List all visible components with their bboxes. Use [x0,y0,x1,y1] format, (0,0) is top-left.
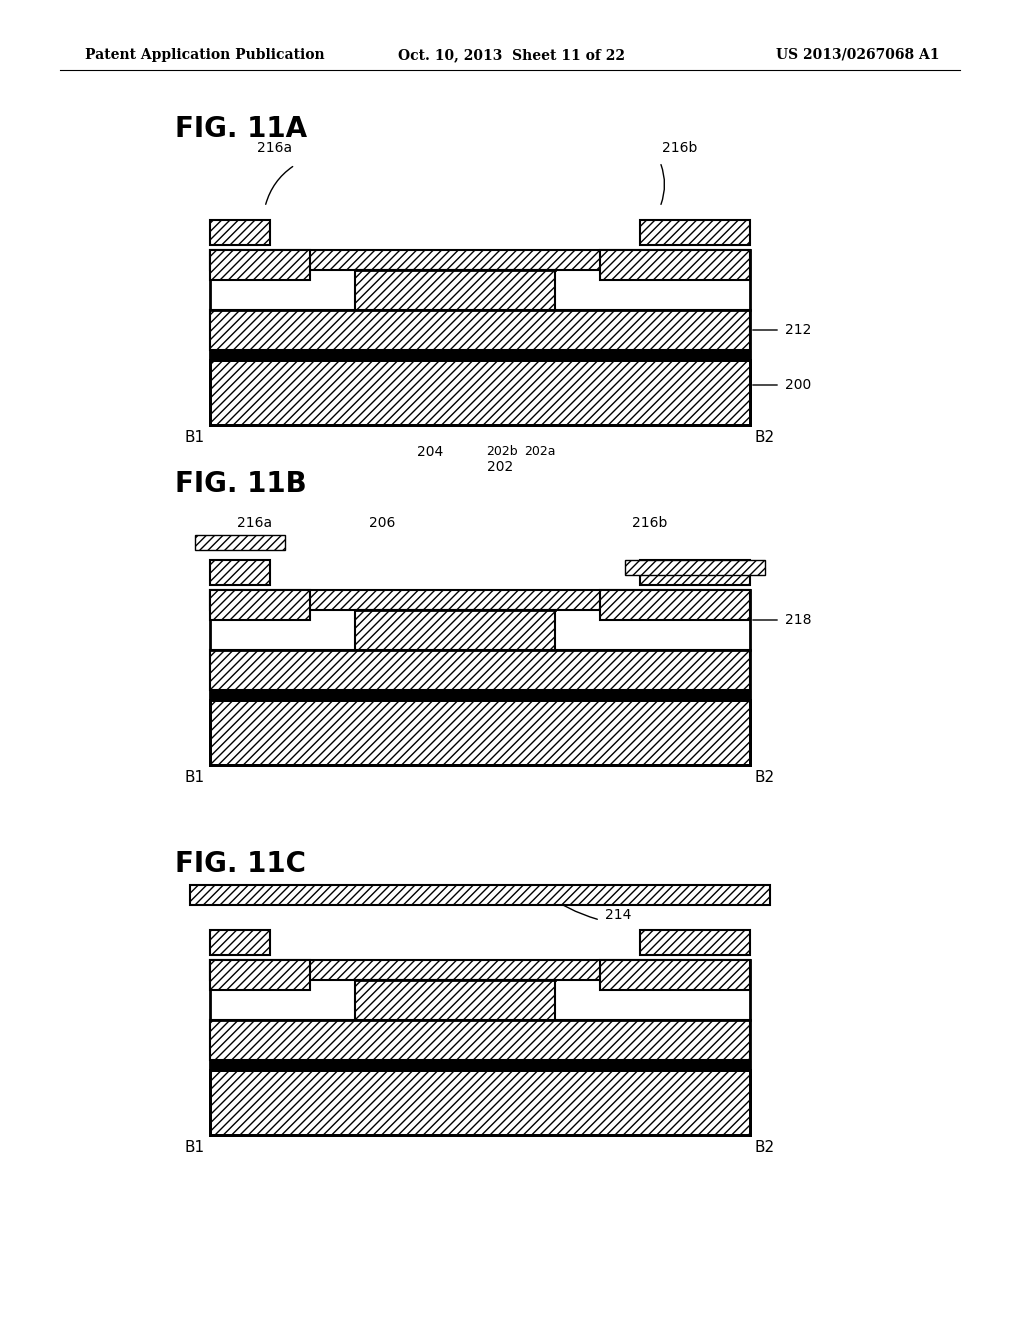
Bar [210,560,270,585]
Bar [210,310,750,350]
Text: 202b: 202b [486,445,518,458]
Bar [210,220,270,246]
Text: B2: B2 [755,1140,775,1155]
Bar [210,1020,750,1060]
Bar [355,271,555,310]
Bar [625,560,765,576]
Bar [210,960,750,979]
Text: 216b: 216b [663,141,697,154]
Text: Patent Application Publication: Patent Application Publication [85,48,325,62]
Bar [210,700,750,766]
Bar [210,249,310,280]
Text: B1: B1 [185,770,205,785]
Text: 218: 218 [785,612,811,627]
Bar [210,590,750,610]
Text: B2: B2 [755,430,775,445]
Bar [210,931,270,954]
Text: 214: 214 [605,908,632,921]
Bar [355,979,555,1020]
Bar [210,649,750,690]
Text: B2: B2 [755,770,775,785]
Bar [210,249,750,271]
Bar [210,350,750,360]
Text: 216b: 216b [632,516,668,531]
Bar [210,960,310,990]
Text: 206: 206 [369,516,395,531]
Bar [210,1071,750,1135]
Bar [195,535,285,550]
Bar [210,1071,750,1135]
Bar [210,360,750,425]
Bar [190,884,770,906]
Text: 204: 204 [417,445,443,459]
Text: FIG. 11A: FIG. 11A [175,115,307,143]
Text: 202: 202 [486,459,513,474]
Text: Oct. 10, 2013  Sheet 11 of 22: Oct. 10, 2013 Sheet 11 of 22 [398,48,626,62]
Text: 216a: 216a [257,141,293,154]
Bar [640,560,750,585]
Bar [600,249,750,280]
Bar [210,590,310,620]
Text: 212: 212 [785,323,811,337]
Text: B1: B1 [185,1140,205,1155]
Bar [355,610,555,649]
Text: US 2013/0267068 A1: US 2013/0267068 A1 [776,48,940,62]
Text: 216a: 216a [238,516,272,531]
Bar [600,590,750,620]
Text: B1: B1 [185,430,205,445]
Bar [600,960,750,990]
Text: FIG. 11C: FIG. 11C [175,850,306,878]
Bar [640,931,750,954]
Bar [210,360,750,425]
Text: 202a: 202a [524,445,556,458]
Bar [640,220,750,246]
Text: 200: 200 [785,378,811,392]
Bar [210,690,750,700]
Bar [210,700,750,766]
Text: FIG. 11B: FIG. 11B [175,470,307,498]
Bar [210,1060,750,1071]
